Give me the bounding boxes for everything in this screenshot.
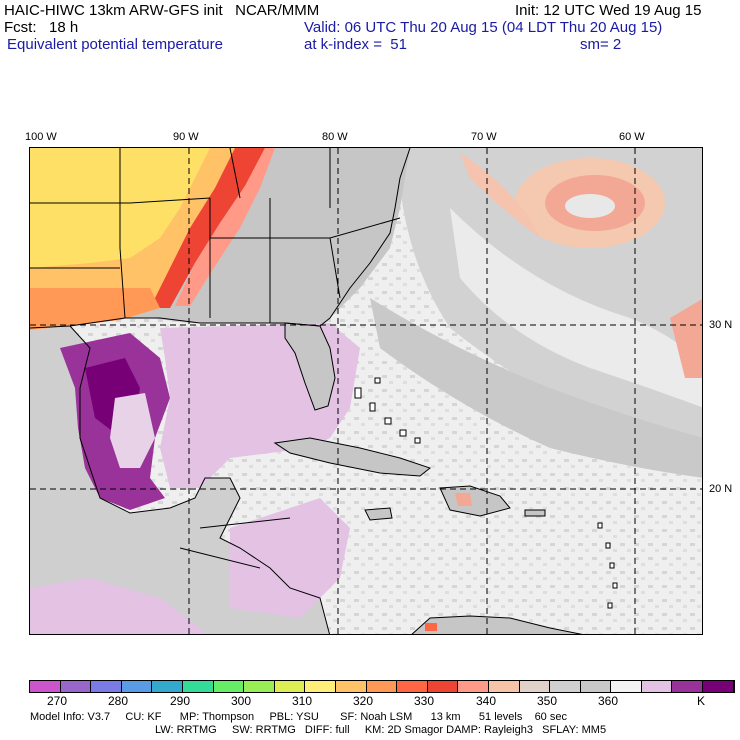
lesser-antilles — [597, 522, 618, 609]
colorbar-swatch-21 — [672, 681, 704, 692]
level-index: at k-index = 51 — [304, 36, 407, 53]
lat-label-20n: 20 N — [709, 483, 733, 495]
init-time: Init: 12 UTC Wed 19 Aug 15 — [515, 2, 702, 19]
colorbar-swatch-14 — [458, 681, 489, 692]
lon-label-70w: 70 W — [471, 131, 497, 143]
south-america-warm — [425, 623, 437, 631]
colorbar-swatch-0 — [30, 681, 61, 692]
lon-label-80w: 80 W — [322, 131, 348, 143]
map-canvas — [30, 148, 702, 634]
atlantic-light-band — [450, 208, 702, 408]
model-info-line1: Model Info: V3.7 CU: KF MP: Thompson PBL… — [30, 711, 567, 723]
south-america — [411, 615, 583, 634]
colorbar-unit: K — [697, 694, 706, 708]
lon-label-60w: 60 W — [619, 131, 645, 143]
colorbar-swatch-5 — [182, 681, 214, 692]
forecast-hour: Fcst: 18 h — [4, 19, 79, 36]
colorbar-label-350: 350 — [537, 694, 558, 708]
atlantic-gray-band — [370, 298, 702, 478]
colorbar-label-280: 280 — [108, 694, 129, 708]
florida — [284, 322, 336, 411]
valid-time: Valid: 06 UTC Thu 20 Aug 15 (04 LDT Thu … — [304, 19, 663, 36]
frontal-band — [150, 148, 265, 308]
colorbar-swatch-4 — [152, 681, 183, 692]
colorbar-swatch-15 — [488, 681, 520, 692]
colorbar-label-300: 300 — [231, 694, 252, 708]
mexico-land — [30, 326, 330, 634]
colorbar-label-320: 320 — [353, 694, 374, 708]
southern-plains-warm — [30, 288, 160, 330]
frontal-edge — [175, 148, 275, 306]
colorbar-swatch-1 — [60, 681, 92, 692]
coastlines — [30, 148, 411, 634]
lon-label-100w: 100 W — [25, 131, 57, 143]
colorbar-swatch-13 — [427, 681, 459, 692]
colorbar-swatch-17 — [550, 681, 581, 692]
smoothing: sm= 2 — [580, 36, 622, 53]
colorbar-swatch-11 — [366, 681, 398, 692]
colorbar-swatch-18 — [580, 681, 612, 692]
colorbar — [29, 680, 735, 693]
atlantic-warm-streak — [460, 153, 540, 238]
colorbar-label-340: 340 — [476, 694, 497, 708]
colorbar-swatch-10 — [335, 681, 367, 692]
field-name: Equivalent potential temperature — [7, 36, 223, 53]
colorbar-swatch-6 — [213, 681, 245, 692]
pacific-light-purple — [230, 498, 350, 618]
cyclone-eye — [565, 194, 615, 218]
colorbar-swatch-9 — [305, 681, 336, 692]
bahamas — [354, 377, 421, 444]
model-title: HAIC-HIWC 13km ARW-GFS init NCAR/MMM — [4, 2, 320, 19]
model-info-line2: LW: RRTMG SW: RRTMG DIFF: full KM: 2D Sm… — [155, 724, 607, 736]
puerto-rico — [524, 509, 546, 517]
colorbar-swatch-20 — [641, 681, 673, 692]
colorbar-label-310: 310 — [292, 694, 313, 708]
jamaica — [364, 507, 393, 521]
colorbar-label-270: 270 — [47, 694, 68, 708]
cuba — [273, 437, 432, 477]
east-warm-patch — [670, 299, 702, 378]
colorbar-label-330: 330 — [414, 694, 435, 708]
colorbar-label-290: 290 — [170, 694, 191, 708]
colorbar-swatch-16 — [519, 681, 551, 692]
colorbar-label-360: 360 — [598, 694, 619, 708]
lon-label-90w: 90 W — [173, 131, 199, 143]
colorbar-swatch-22 — [703, 681, 734, 692]
colorbar-swatch-2 — [91, 681, 122, 692]
colorbar-swatch-19 — [611, 681, 642, 692]
hispaniola-warm — [455, 493, 472, 506]
theta-e-map — [29, 147, 703, 635]
lat-label-30n: 30 N — [709, 319, 733, 331]
colorbar-swatch-7 — [244, 681, 275, 692]
colorbar-swatch-8 — [274, 681, 306, 692]
colorbar-swatch-12 — [397, 681, 428, 692]
latlon-grid — [30, 148, 702, 634]
purple-inner-lighter — [110, 393, 155, 468]
pacific-sw-purple — [30, 578, 208, 634]
colorbar-swatch-3 — [121, 681, 153, 692]
